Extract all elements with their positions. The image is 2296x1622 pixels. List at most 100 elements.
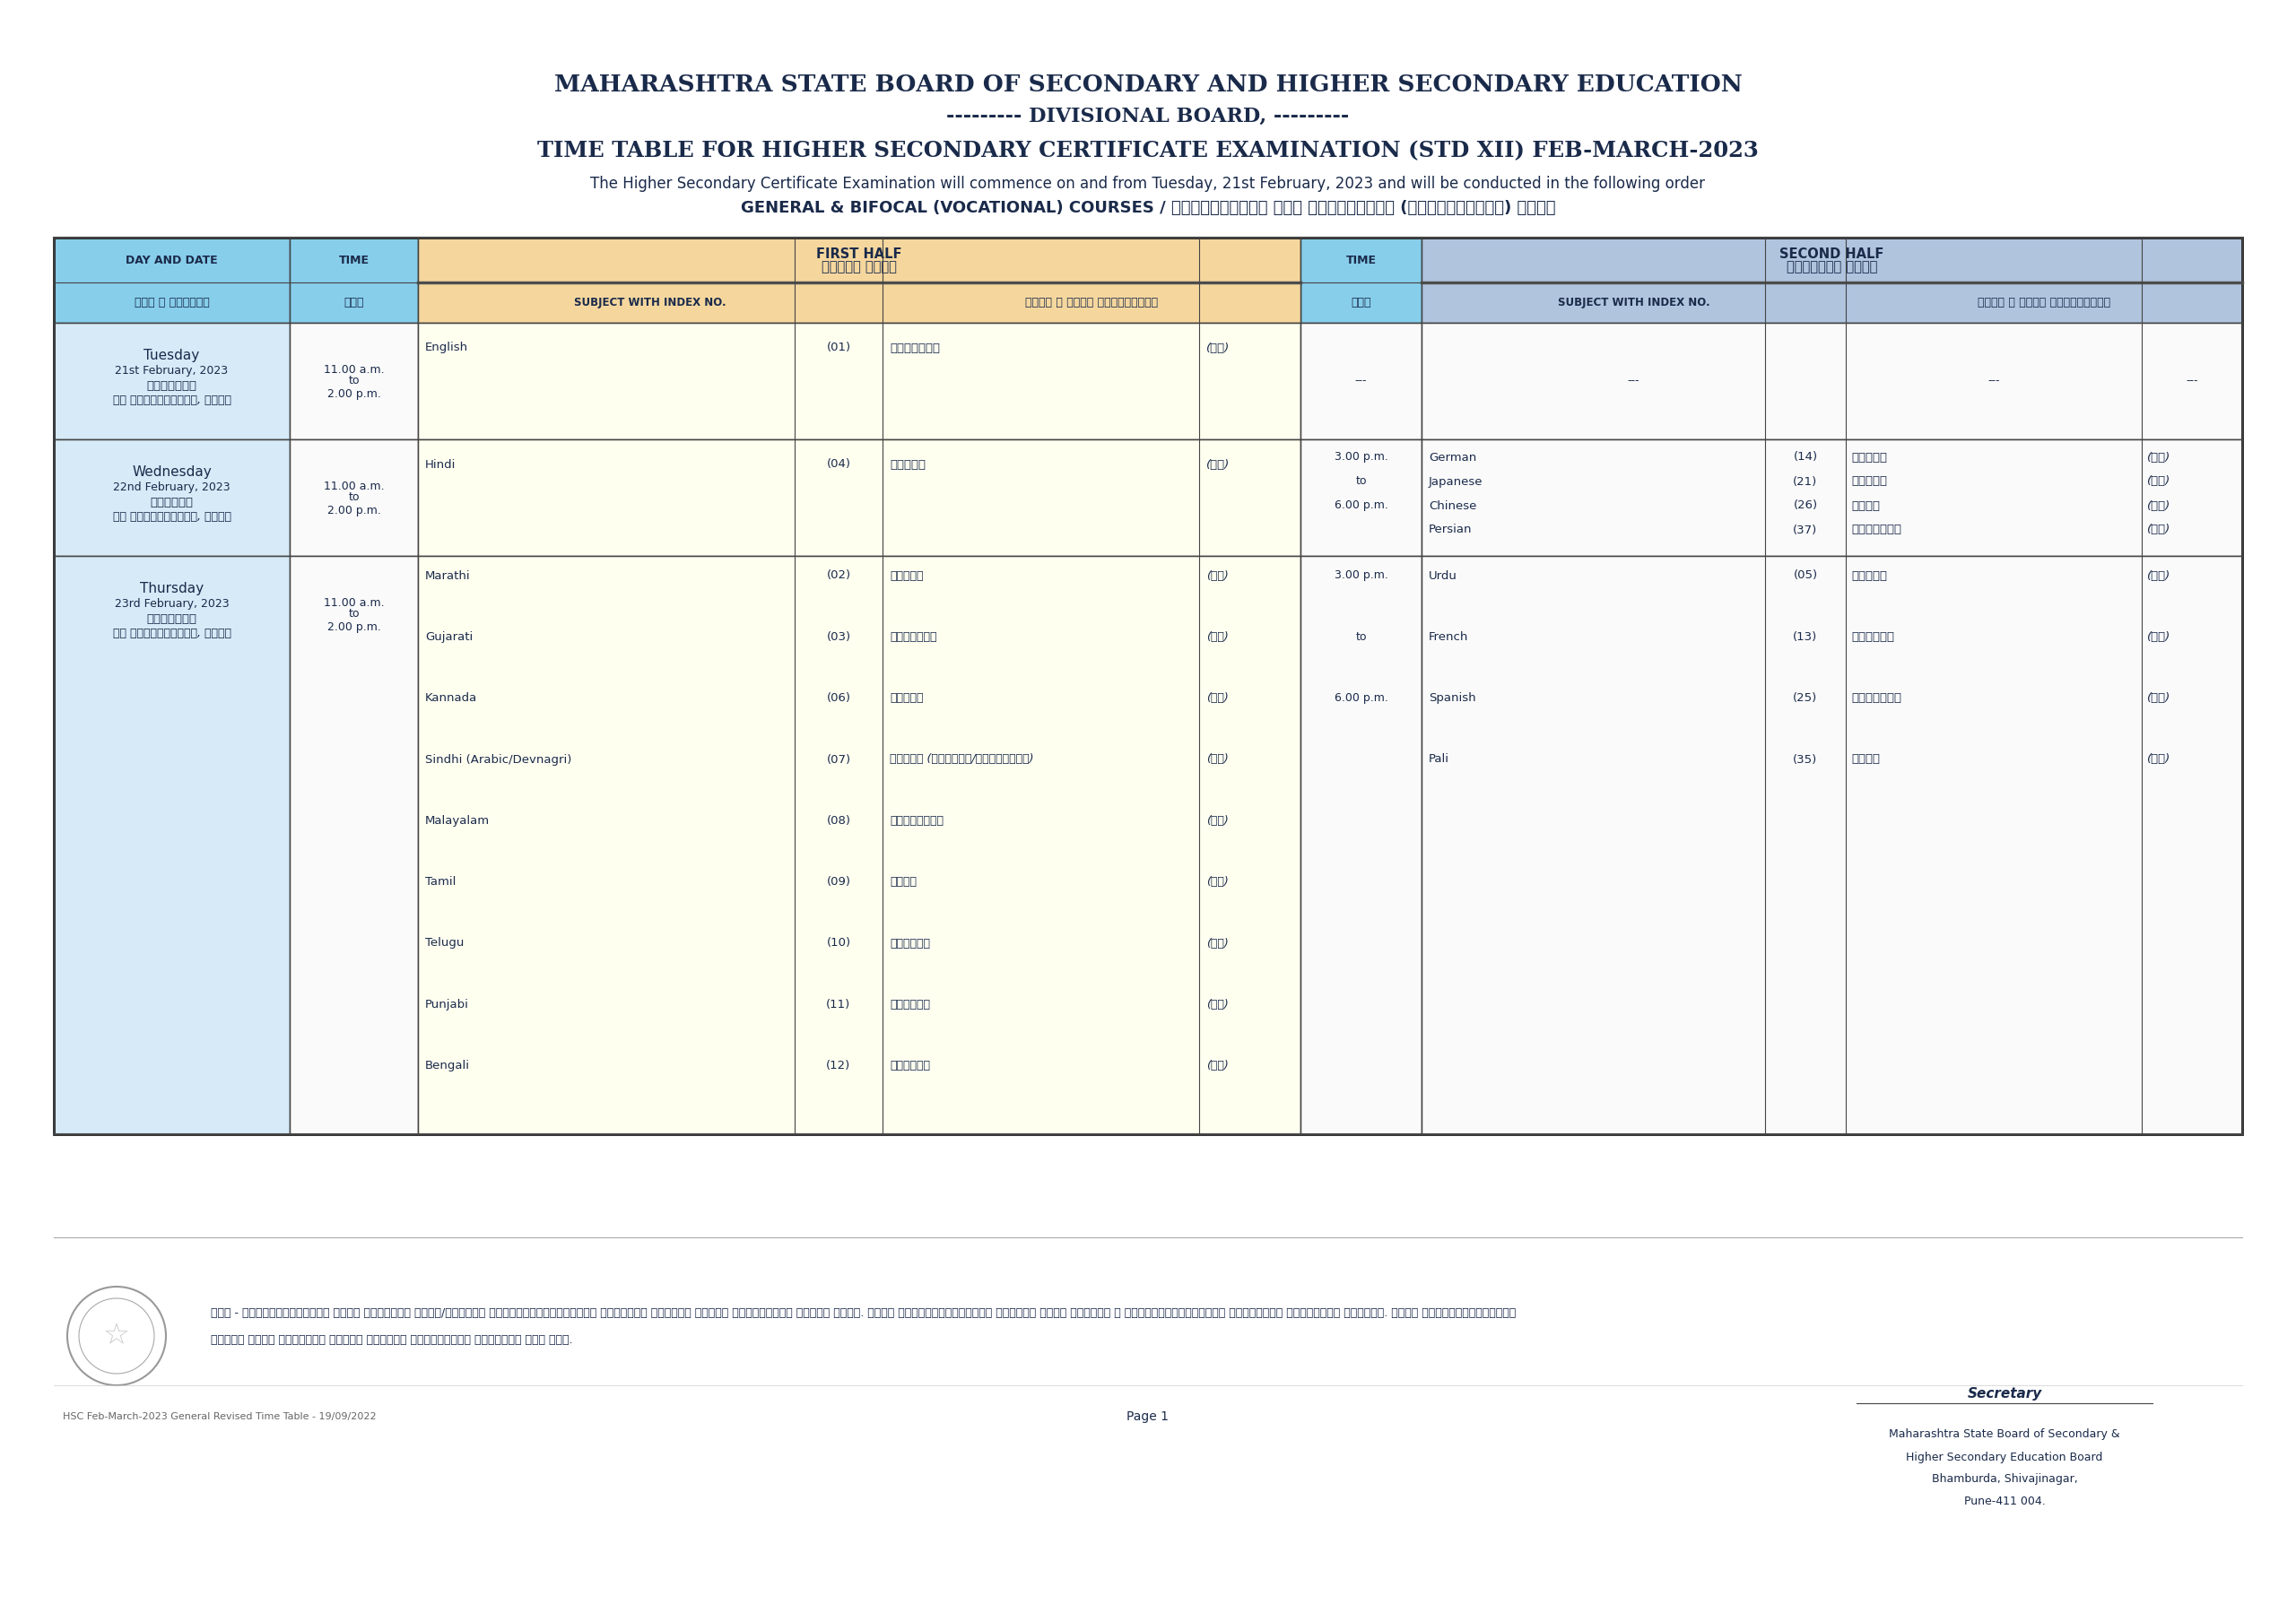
Text: German: German <box>1428 451 1476 464</box>
Text: English: English <box>425 342 468 354</box>
Text: TIME TABLE FOR HIGHER SECONDARY CERTIFICATE EXAMINATION (STD XII) FEB-MARCH-2023: TIME TABLE FOR HIGHER SECONDARY CERTIFIC… <box>537 139 1759 162</box>
Text: SUBJECT WITH INDEX NO.: SUBJECT WITH INDEX NO. <box>1557 297 1711 308</box>
Text: Pune-411 004.: Pune-411 004. <box>1963 1495 2046 1508</box>
Text: 2.00 p.m.: 2.00 p.m. <box>326 621 381 633</box>
Text: (२६): (२६) <box>2147 500 2170 511</box>
Text: to: to <box>349 608 360 620</box>
Text: (०४): (०४) <box>1205 459 1231 470</box>
Text: ---: --- <box>1988 375 2000 388</box>
Text: (21): (21) <box>1793 475 1818 487</box>
Text: स्पॅनिश: स्पॅनिश <box>1851 693 1901 704</box>
Text: (01): (01) <box>827 342 852 354</box>
Text: Telugu: Telugu <box>425 938 464 949</box>
Bar <box>53 237 289 323</box>
Text: ---: --- <box>1355 375 1366 388</box>
Text: बुधवार: बुधवार <box>149 496 193 508</box>
Bar <box>418 237 1300 282</box>
Text: SUBJECT WITH INDEX NO.: SUBJECT WITH INDEX NO. <box>574 297 726 308</box>
Text: (१२): (१२) <box>1205 1059 1228 1072</box>
Text: 3.00 p.m.: 3.00 p.m. <box>1334 569 1387 581</box>
Text: to: to <box>1355 475 1366 487</box>
Text: (०६): (०६) <box>1205 693 1228 704</box>
Text: TIME: TIME <box>338 255 370 266</box>
Bar <box>1300 556 1421 1134</box>
Bar <box>418 282 1300 323</box>
Text: (13): (13) <box>1793 631 1818 642</box>
Text: TIME: TIME <box>1345 255 1375 266</box>
Text: to: to <box>349 375 360 388</box>
Text: Tuesday: Tuesday <box>145 349 200 363</box>
Text: 6.00 p.m.: 6.00 p.m. <box>1334 693 1387 704</box>
Text: सिंधी (अरेबिक/देवनागरी): सिंधी (अरेबिक/देवनागरी) <box>891 754 1033 766</box>
Text: FIRST HALF: FIRST HALF <box>817 248 902 261</box>
Bar <box>53 237 2243 1134</box>
Bar <box>1300 323 1421 440</box>
Bar <box>289 556 418 1134</box>
Text: फ्रेंच: फ्रेंच <box>1851 631 1894 642</box>
Text: (08): (08) <box>827 814 852 827</box>
Text: हिंदी: हिंदी <box>891 459 925 470</box>
Bar <box>1421 282 2243 323</box>
Text: Japanese: Japanese <box>1428 475 1483 487</box>
Text: ---: --- <box>2186 375 2197 388</box>
Bar <box>1421 556 2243 1134</box>
Text: २३ फेब्रुवारी, २०२३: २३ फेब्रुवारी, २०२३ <box>113 628 232 639</box>
Text: बंगाली: बंगाली <box>891 1059 930 1072</box>
Text: Bengali: Bengali <box>425 1059 471 1072</box>
Bar <box>418 556 1300 1134</box>
Text: उर्दू: उर्दू <box>1851 569 1887 581</box>
Text: Chinese: Chinese <box>1428 500 1476 511</box>
Text: to: to <box>349 491 360 503</box>
Text: 3.00 p.m.: 3.00 p.m. <box>1334 451 1387 464</box>
Bar <box>418 323 1300 440</box>
Text: Marathi: Marathi <box>425 569 471 581</box>
Text: (२५): (२५) <box>2147 693 2170 704</box>
Text: (३५): (३५) <box>2147 754 2170 766</box>
Text: (११): (११) <box>1205 999 1228 1011</box>
Text: MAHARASHTRA STATE BOARD OF SECONDARY AND HIGHER SECONDARY EDUCATION: MAHARASHTRA STATE BOARD OF SECONDARY AND… <box>553 75 1743 96</box>
Bar <box>53 323 289 440</box>
Text: Sindhi (Arabic/Devnagri): Sindhi (Arabic/Devnagri) <box>425 754 572 766</box>
Text: SECOND HALF: SECOND HALF <box>1779 248 1885 261</box>
Text: 2.00 p.m.: 2.00 p.m. <box>326 388 381 399</box>
Text: (०३): (०३) <box>1205 631 1228 642</box>
Text: (12): (12) <box>827 1059 852 1072</box>
Text: (10): (10) <box>827 938 852 949</box>
Bar <box>1421 237 2243 282</box>
Bar <box>418 440 1300 556</box>
Text: (०९): (०९) <box>1205 876 1228 887</box>
Bar <box>289 323 418 440</box>
Text: Punjabi: Punjabi <box>425 999 468 1011</box>
Text: (11): (11) <box>827 999 852 1011</box>
Text: 11.00 a.m.: 11.00 a.m. <box>324 365 383 376</box>
Text: तमिळ: तमिळ <box>891 876 916 887</box>
Text: वेळ: वेळ <box>344 297 363 308</box>
Text: Tamil: Tamil <box>425 876 457 887</box>
Text: बार व दिनांक: बार व दिनांक <box>133 297 209 308</box>
Text: मराठी: मराठी <box>891 569 923 581</box>
Text: Page 1: Page 1 <box>1127 1411 1169 1422</box>
Text: Hindi: Hindi <box>425 459 457 470</box>
Text: (07): (07) <box>827 754 852 766</box>
Text: (37): (37) <box>1793 524 1818 535</box>
Text: (09): (09) <box>827 876 852 887</box>
Text: किंवा अन्य यंत्रणे छापून केलेले वेळापत्रक ग्राह्य धरू नये.: किंवा अन्य यंत्रणे छापून केलेले वेळापत्र… <box>211 1335 572 1346</box>
Text: इंग्रजी: इंग्रजी <box>891 342 939 354</box>
Bar <box>1300 440 1421 556</box>
Text: (०२): (०२) <box>1205 569 1228 581</box>
Text: HSC Feb-March-2023 General Revised Time Table - 19/09/2022: HSC Feb-March-2023 General Revised Time … <box>62 1413 377 1421</box>
Text: मल्याळम्: मल्याळम् <box>891 814 944 827</box>
Text: पर्शियन: पर्शियन <box>1851 524 1901 535</box>
Text: Kannada: Kannada <box>425 693 478 704</box>
Text: (१४): (१४) <box>2147 451 2170 464</box>
Text: (03): (03) <box>827 631 852 642</box>
Text: ---: --- <box>1628 375 1639 388</box>
Text: 23rd February, 2023: 23rd February, 2023 <box>115 597 230 610</box>
Text: (25): (25) <box>1793 693 1818 704</box>
Text: (१३): (१३) <box>2147 631 2170 642</box>
Text: (04): (04) <box>827 459 852 470</box>
Text: 22nd February, 2023: 22nd February, 2023 <box>113 482 230 493</box>
Text: पाली: पाली <box>1851 754 1880 766</box>
Text: Wednesday: Wednesday <box>131 466 211 478</box>
Text: Thursday: Thursday <box>140 582 204 595</box>
